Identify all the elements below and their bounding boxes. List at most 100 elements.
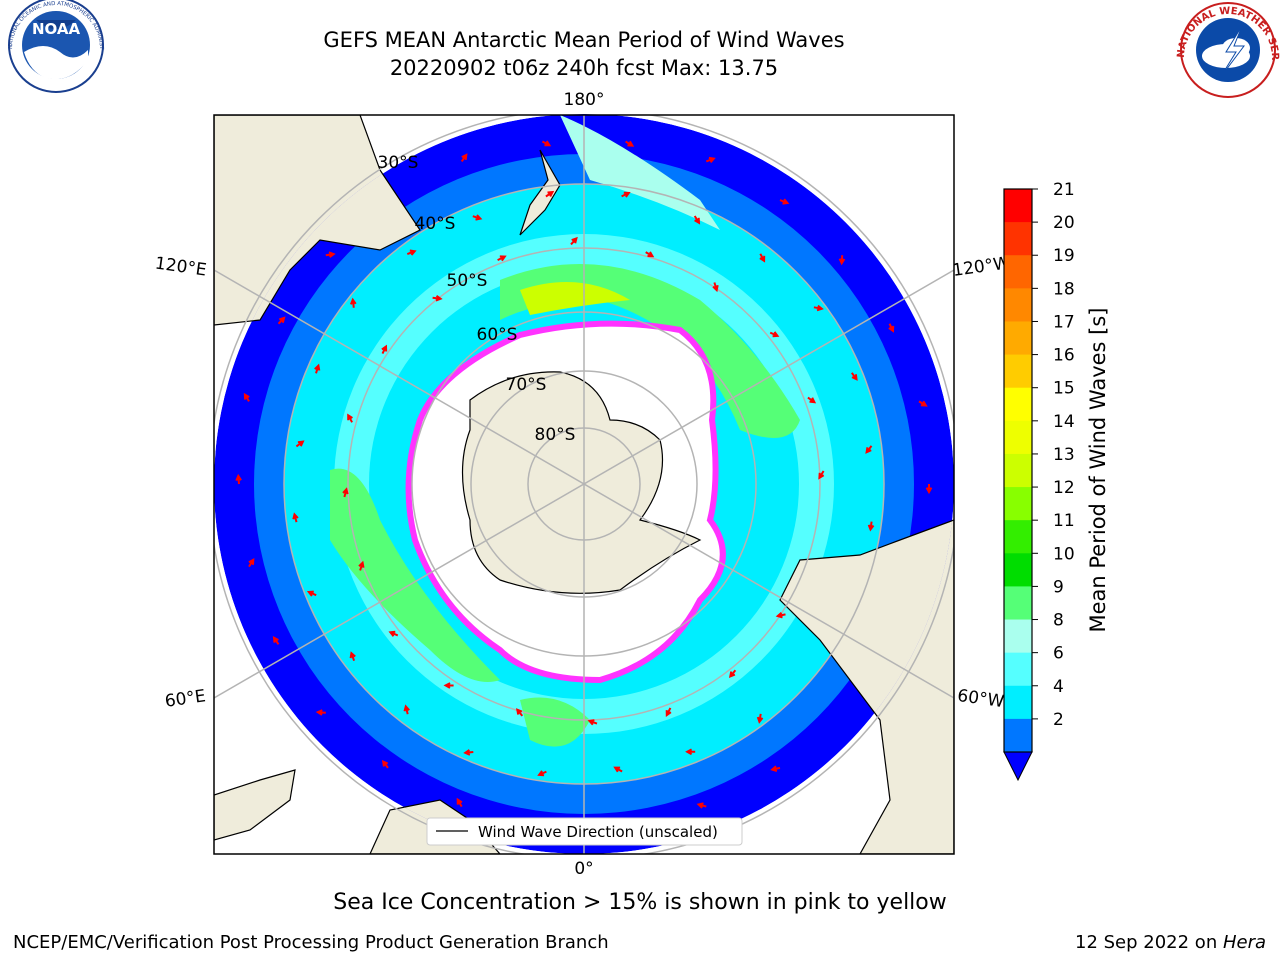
legend-label: Wind Wave Direction (unscaled) <box>478 823 718 841</box>
date-stamp: 12 Sep 2022 on Hera <box>1075 932 1266 953</box>
colorbar-tick-label: 11 <box>1053 511 1075 531</box>
plot-subtitle: 20220902 t06z 240h fcst Max: 13.75 <box>389 56 779 80</box>
wind-arrow-icon <box>537 770 547 777</box>
wind-arrow-icon <box>570 236 578 246</box>
colorbar-tick-label: 15 <box>1053 379 1075 399</box>
wind-arrow-icon <box>406 249 417 256</box>
colorbar-tick-label: 6 <box>1053 644 1064 664</box>
colorbar-tick-label: 8 <box>1053 611 1064 631</box>
lon-label-60e: 60°E <box>164 686 207 711</box>
colorbar-tick-label: 2 <box>1053 710 1064 730</box>
colorbar-tick-label: 13 <box>1053 445 1075 465</box>
wind-arrow-icon <box>693 215 701 225</box>
wind-arrow-icon <box>818 470 825 480</box>
lon-label-120w: 120°W <box>951 253 1011 281</box>
colorbar-swatch <box>1004 321 1032 356</box>
colorbar-tick-label: 12 <box>1053 478 1075 498</box>
wind-arrow-icon <box>295 440 305 448</box>
wind-arrow-icon <box>388 630 399 637</box>
colorbar-swatch <box>1004 354 1032 389</box>
colorbar: 21 20 19 18 17 16 15 14 13 12 11 10 9 8 6 4 2 Mean Perio… <box>1003 180 1110 782</box>
wind-arrow-icon <box>497 255 507 262</box>
colorbar-swatch <box>1004 487 1032 521</box>
wind-arrow-icon <box>243 392 250 402</box>
lat-label-70s: 70°S <box>506 375 547 395</box>
lon-label-0: 0° <box>574 859 593 879</box>
colorbar-swatch <box>1004 553 1032 587</box>
wind-arrow-icon <box>613 766 623 773</box>
wind-arrow-icon <box>248 558 255 568</box>
wind-arrow-icon <box>918 400 928 407</box>
machine-name: Hera <box>1222 932 1266 953</box>
lat-label-80s: 80°S <box>535 425 576 445</box>
wind-arrow-icon <box>432 294 443 302</box>
wind-arrow-icon <box>645 251 655 258</box>
wind-arrow-icon <box>850 372 858 381</box>
wind-arrow-icon <box>381 344 388 355</box>
wind-arrow-icon <box>769 331 780 338</box>
colorbar-frame <box>1003 188 1033 753</box>
wind-arrow-icon <box>888 323 895 333</box>
date-text: 12 Sep 2022 on <box>1075 932 1223 953</box>
wind-arrow-icon <box>456 797 463 808</box>
wind-arrow-icon <box>472 214 483 221</box>
wind-arrow-icon <box>358 560 365 571</box>
wind-arrow-icon <box>625 140 635 147</box>
colorbar-swatch <box>1004 685 1032 720</box>
wind-arrow-icon <box>779 198 790 205</box>
wind-arrow-icon <box>443 682 454 689</box>
colorbar-swatch <box>1004 420 1032 455</box>
madagascar-landmass <box>214 769 296 841</box>
colorbar-swatch <box>1004 255 1032 289</box>
colorbar-tick-label: 21 <box>1053 180 1075 200</box>
lat-label-60s: 60°S <box>477 325 518 345</box>
wind-arrow-icon <box>712 282 719 293</box>
colorbar-tick-label: 20 <box>1053 213 1075 233</box>
wind-arrow-icon <box>925 484 933 495</box>
wind-wave-arrows <box>235 140 933 833</box>
colorbar-swatch <box>1004 387 1032 422</box>
colorbar-swatch <box>1004 189 1032 223</box>
lat-label-40s: 40°S <box>415 214 456 234</box>
map-legend: Wind Wave Direction (unscaled) <box>426 817 743 846</box>
colorbar-tick-label: 19 <box>1053 246 1075 266</box>
wind-arrow-icon <box>705 156 716 164</box>
lon-label-60w: 60°W <box>956 686 1005 712</box>
wind-arrow-icon <box>759 253 766 263</box>
wind-arrow-icon <box>381 759 389 769</box>
wind-arrow-icon <box>775 611 786 619</box>
wind-arrow-icon <box>867 521 875 532</box>
colorbar-swatch <box>1004 619 1032 654</box>
noaa-logo-text: NOAA <box>32 20 81 38</box>
map-frame <box>213 114 955 855</box>
colorbar-tick-label: 4 <box>1053 677 1064 697</box>
colorbar-swatch <box>1004 288 1032 322</box>
wind-arrow-icon <box>306 590 317 597</box>
colorbar-tick-label: 14 <box>1053 412 1075 432</box>
wind-arrow-icon <box>696 802 707 809</box>
sea-ice-note: Sea Ice Concentration > 15% is shown in … <box>333 890 947 915</box>
colorbar-tick-label: 9 <box>1053 577 1064 597</box>
colorbar-swatch <box>1004 453 1032 488</box>
colorbar-swatch <box>1004 718 1032 753</box>
colorbar-tick-label: 17 <box>1053 312 1075 332</box>
colorbar-extend-arrow <box>1003 751 1033 782</box>
lon-label-180: 180° <box>564 90 605 110</box>
wind-arrow-icon <box>665 707 672 718</box>
wind-arrow-icon <box>349 297 357 308</box>
wind-arrow-icon <box>349 651 356 662</box>
wind-arrow-icon <box>342 487 349 498</box>
wind-arrow-icon <box>403 704 410 715</box>
colorbar-label: Mean Period of Wind Waves [s] <box>1086 308 1110 633</box>
wind-arrow-icon <box>807 396 817 404</box>
credit-text: NCEP/EMC/Verification Post Processing Pr… <box>13 932 609 953</box>
wind-arrow-icon <box>621 191 631 198</box>
wind-arrow-icon <box>685 748 696 756</box>
colorbar-tick-label: 18 <box>1053 279 1075 299</box>
wind-arrow-icon <box>838 255 846 266</box>
lat-label-50s: 50°S <box>447 271 488 291</box>
wind-arrow-icon <box>235 473 242 485</box>
wind-arrow-icon <box>277 316 286 325</box>
noaa-logo-icon: NOAA NATIONAL OCEANIC AND ATMOSPHERIC AD… <box>0 0 104 93</box>
wind-arrow-icon <box>813 304 824 312</box>
